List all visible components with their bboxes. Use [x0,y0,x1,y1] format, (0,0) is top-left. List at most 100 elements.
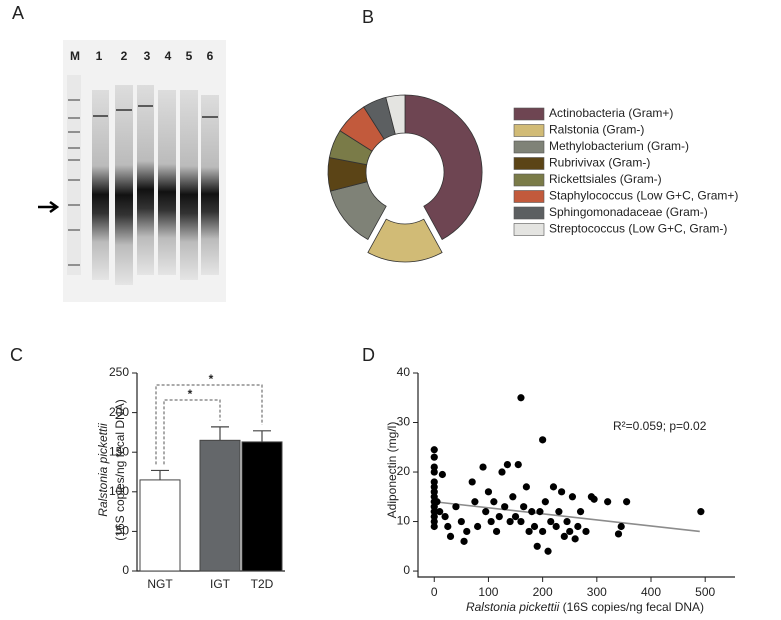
significance-bracket [163,399,221,465]
point [492,527,501,536]
y-tick-label: 150 [109,444,129,458]
donut-segment [329,181,387,241]
trend-line [434,500,700,533]
point [501,503,509,511]
point [536,508,544,516]
lane-label: 2 [121,49,128,63]
y-tick-label: 20 [397,464,411,478]
point [506,517,514,526]
y-axis-label: (16S copies/ng fecal DNA) [113,399,127,540]
y-tick-label: 200 [109,405,129,419]
lane-label: M [70,49,80,63]
point [617,522,625,531]
legend-label: Methylobacterium (Gram-) [549,139,689,153]
point [441,512,449,521]
x-tick-label: 400 [641,585,661,599]
donut-segment [385,94,406,135]
point [457,517,465,526]
legend-swatch [513,140,545,154]
y-axis-label: Ralstonia pickettii [96,423,110,517]
lane-label: 6 [207,49,214,63]
donut-segment [404,94,483,241]
axes [417,373,735,578]
point [582,527,590,536]
legend-swatch [513,173,545,187]
x-tick-label: 200 [533,585,553,599]
y-tick-label: 40 [397,365,411,379]
point [547,517,555,526]
legend-label: Sphingomonadaceae (Gram-) [549,205,708,219]
x-tick-label: IGT [210,577,231,591]
point [490,498,498,506]
point [539,527,547,536]
point [446,532,455,540]
point [555,508,563,516]
point [533,542,541,550]
point [430,508,438,516]
point [623,498,631,506]
bar [139,479,181,572]
y-tick-label: 250 [109,365,129,379]
point [604,498,612,506]
point [552,522,560,531]
point [563,517,571,526]
legend-swatch [513,157,545,170]
point [430,483,438,491]
y-tick-label: 10 [397,514,411,528]
point [528,508,536,516]
x-axis-label-italic: Ralstonia pickettii [466,600,560,614]
point [549,483,558,491]
point [430,478,438,486]
point [614,530,623,538]
x-tick-label: 300 [587,585,607,599]
legend-label: Ralstonia (Gram-) [549,123,644,137]
y-tick-label: 100 [109,484,129,498]
stat-annotation: R²=0.059; p=0.02 [613,419,707,433]
point [568,493,577,501]
point [574,522,582,531]
point [511,512,520,521]
lane-label: 5 [186,49,193,63]
legend-label: Streptococcus (Low G+C, Gram-) [549,222,727,236]
bar [199,439,241,572]
legend-label: Staphylococcus (Low G+C, Gram+) [549,189,738,203]
x-tick-label: 500 [695,585,715,599]
y-tick-label: 0 [403,563,410,577]
point [460,537,468,545]
point [571,535,579,543]
point [433,498,441,506]
point [560,532,568,540]
point [590,495,598,503]
point [541,498,549,506]
point [430,468,438,476]
panel-label: A [12,3,24,23]
point [525,527,533,536]
x-tick-label: NGT [147,577,173,591]
donut-segment [367,218,443,263]
point [576,508,585,516]
point [463,527,471,536]
point [430,522,438,531]
legend-swatch [513,190,545,203]
point [430,463,438,471]
point [430,446,438,454]
point [430,512,438,521]
y-axis-label: Adiponectin (mg/l) [385,422,399,519]
point [495,512,503,521]
point [444,522,452,531]
legend-label: Actinobacteria (Gram+) [549,106,673,120]
point [452,503,460,511]
band-arrow [38,200,60,214]
marker-bands [68,99,80,266]
point [487,517,495,526]
point [474,522,482,531]
sample-lanes [92,85,219,285]
point [430,453,438,461]
panel-label: C [10,345,23,365]
gel-image [38,40,226,302]
point [697,508,705,516]
point [498,468,506,476]
x-tick-label: 100 [478,585,498,599]
legend-label: Rubrivivax (Gram-) [549,156,650,170]
